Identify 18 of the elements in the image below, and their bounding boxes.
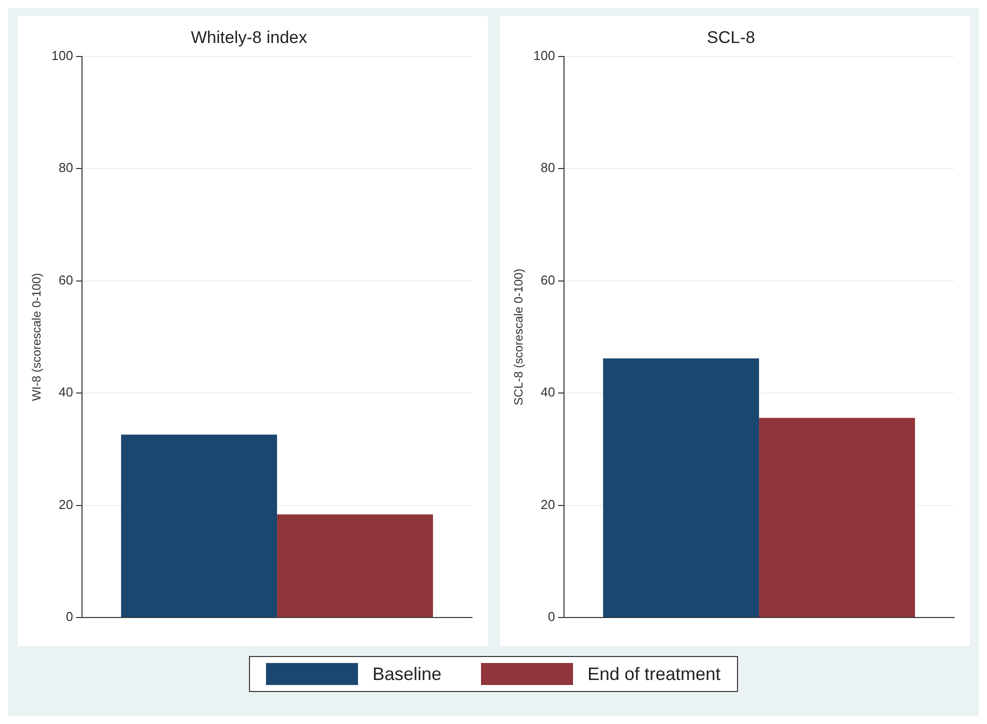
- y-tick-label: 100: [532, 48, 555, 63]
- y-tick-label: 40: [58, 384, 73, 400]
- chart-title: SCL-8: [706, 28, 755, 47]
- text: End of treatment: [587, 664, 721, 684]
- y-tick-label: 20: [58, 496, 73, 512]
- y-tick-label: 100: [50, 48, 73, 63]
- y-tick-label: 0: [547, 609, 555, 624]
- y-tick-label: 0: [65, 609, 73, 624]
- y-tick-label: 40: [540, 384, 555, 400]
- text: Baseline: [372, 664, 442, 684]
- y-tick-label: 20: [540, 496, 555, 512]
- y-tick-label: 80: [58, 160, 73, 176]
- y-tick-label: 60: [58, 272, 73, 288]
- y-axis-title: SCL-8 (scorescale 0-100): [511, 268, 526, 406]
- y-tick-label: 80: [540, 160, 555, 176]
- chart-title: Whitely-8 index: [190, 28, 308, 47]
- y-tick-label: 60: [540, 272, 555, 288]
- y-axis-title: WI-8 (scorescale 0-100): [29, 272, 44, 402]
